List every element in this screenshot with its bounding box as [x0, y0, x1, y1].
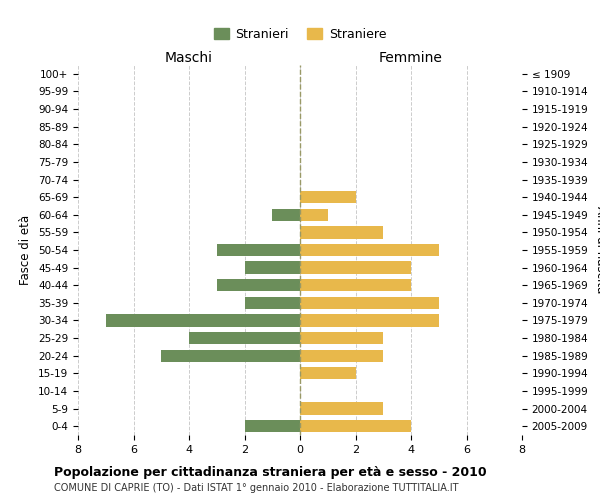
- Bar: [272, 208, 300, 221]
- Bar: [300, 226, 383, 238]
- Bar: [189, 332, 300, 344]
- Text: COMUNE DI CAPRIE (TO) - Dati ISTAT 1° gennaio 2010 - Elaborazione TUTTITALIA.IT: COMUNE DI CAPRIE (TO) - Dati ISTAT 1° ge…: [54, 483, 458, 493]
- Bar: [300, 350, 383, 362]
- Bar: [300, 208, 328, 221]
- Bar: [300, 420, 411, 432]
- Bar: [300, 367, 355, 380]
- Text: Femmine: Femmine: [379, 51, 443, 65]
- Y-axis label: Anni di nascita: Anni di nascita: [594, 206, 600, 294]
- Bar: [245, 262, 300, 274]
- Bar: [300, 402, 383, 414]
- Legend: Stranieri, Straniere: Stranieri, Straniere: [209, 23, 391, 46]
- Bar: [300, 279, 411, 291]
- Bar: [217, 279, 300, 291]
- Bar: [217, 244, 300, 256]
- Bar: [161, 350, 300, 362]
- Bar: [300, 244, 439, 256]
- Bar: [245, 420, 300, 432]
- Bar: [300, 314, 439, 326]
- Bar: [300, 191, 355, 203]
- Y-axis label: Fasce di età: Fasce di età: [19, 215, 32, 285]
- Bar: [300, 332, 383, 344]
- Bar: [300, 296, 439, 309]
- Bar: [106, 314, 300, 326]
- Bar: [245, 296, 300, 309]
- Text: Popolazione per cittadinanza straniera per età e sesso - 2010: Popolazione per cittadinanza straniera p…: [54, 466, 487, 479]
- Text: Maschi: Maschi: [165, 51, 213, 65]
- Bar: [300, 262, 411, 274]
